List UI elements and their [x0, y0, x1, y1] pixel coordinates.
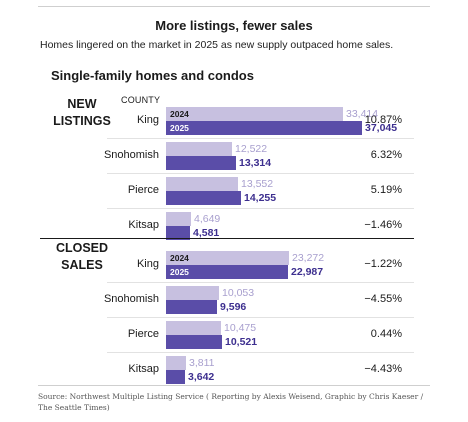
- source-note: Source: Northwest Multiple Listing Servi…: [38, 392, 424, 412]
- value-label-2025: 9,596: [220, 301, 247, 313]
- county-label: Pierce: [127, 328, 159, 340]
- bar-2025: [166, 226, 190, 240]
- percent-change: −1.22%: [364, 258, 402, 270]
- bar-2025: [166, 300, 217, 314]
- row-separator: [107, 352, 414, 353]
- group-label: NEW LISTINGS: [46, 96, 118, 130]
- bar-2024: [166, 212, 191, 226]
- county-label: Kitsap: [128, 219, 159, 231]
- legend-2024: 2024: [170, 109, 189, 119]
- value-label-2025: 3,642: [188, 371, 215, 383]
- county-label: Snohomish: [103, 293, 159, 305]
- group-label-line: LISTINGS: [53, 114, 111, 128]
- bar-2025: [166, 121, 362, 135]
- percent-change: 6.32%: [370, 149, 402, 161]
- bar-2024: [166, 177, 238, 191]
- row-separator: [107, 173, 414, 174]
- value-label-2025: 37,045: [365, 122, 398, 134]
- bar-2024: [166, 286, 219, 300]
- row-separator: [107, 317, 414, 318]
- percent-change: 5.19%: [370, 184, 402, 196]
- top-rule: [38, 6, 430, 7]
- value-label-2024: 3,811: [189, 357, 215, 369]
- group-label-line: NEW: [67, 97, 97, 111]
- value-label-2025: 22,987: [291, 266, 324, 278]
- county-label: King: [136, 114, 159, 126]
- value-label-2024: 10,475: [224, 322, 257, 334]
- county-label: Kitsap: [128, 363, 159, 375]
- bottom-rule: [38, 385, 430, 386]
- group-divider: [40, 238, 414, 239]
- value-label-2024: 4,649: [194, 213, 221, 225]
- value-label-2024: 23,272: [292, 252, 325, 264]
- value-label-2024: 10,053: [222, 287, 255, 299]
- percent-change: 0.44%: [370, 328, 402, 340]
- group-label: CLOSED SALES: [46, 240, 118, 274]
- chart-subtitle: Homes lingered on the market in 2025 as …: [40, 39, 394, 51]
- value-label-2024: 12,522: [235, 143, 268, 155]
- legend-2025: 2025: [170, 123, 189, 133]
- bar-2024: [166, 321, 221, 335]
- county-column-header: COUNTY: [121, 95, 161, 105]
- value-label-2025: 14,255: [244, 192, 277, 204]
- value-label-2025: 10,521: [225, 336, 258, 348]
- value-label-2025: 4,581: [193, 227, 220, 239]
- bar-2025: [166, 156, 236, 170]
- percent-change: −1.46%: [364, 219, 402, 231]
- value-label-2025: 13,314: [239, 157, 272, 169]
- chart-title: More listings, fewer sales: [155, 18, 313, 33]
- row-separator: [107, 138, 414, 139]
- percent-change: −4.43%: [364, 363, 402, 375]
- bar-2024: [166, 142, 232, 156]
- percent-change: −4.55%: [364, 293, 402, 305]
- row-separator: [107, 208, 414, 209]
- group-label-line: CLOSED: [55, 241, 109, 255]
- bar-2025: [166, 370, 185, 384]
- value-label-2024: 13,552: [241, 178, 274, 190]
- bar-2024: [166, 251, 289, 265]
- bar-2025: [166, 265, 288, 279]
- bar-2025: [166, 191, 241, 205]
- group-label-line: SALES: [61, 258, 103, 272]
- county-label: King: [136, 258, 159, 270]
- legend-2024: 2024: [170, 253, 189, 263]
- value-label-2024: 33,414: [346, 108, 379, 120]
- legend-2025: 2025: [170, 267, 189, 277]
- county-label: Pierce: [127, 184, 159, 196]
- percent-change: 10.87%: [364, 114, 402, 126]
- bar-2024: [166, 356, 186, 370]
- row-separator: [107, 282, 414, 283]
- bar-2025: [166, 335, 222, 349]
- bar-2024: [166, 107, 343, 121]
- section-title: Single-family homes and condos: [51, 68, 254, 83]
- county-label: Snohomish: [103, 149, 159, 161]
